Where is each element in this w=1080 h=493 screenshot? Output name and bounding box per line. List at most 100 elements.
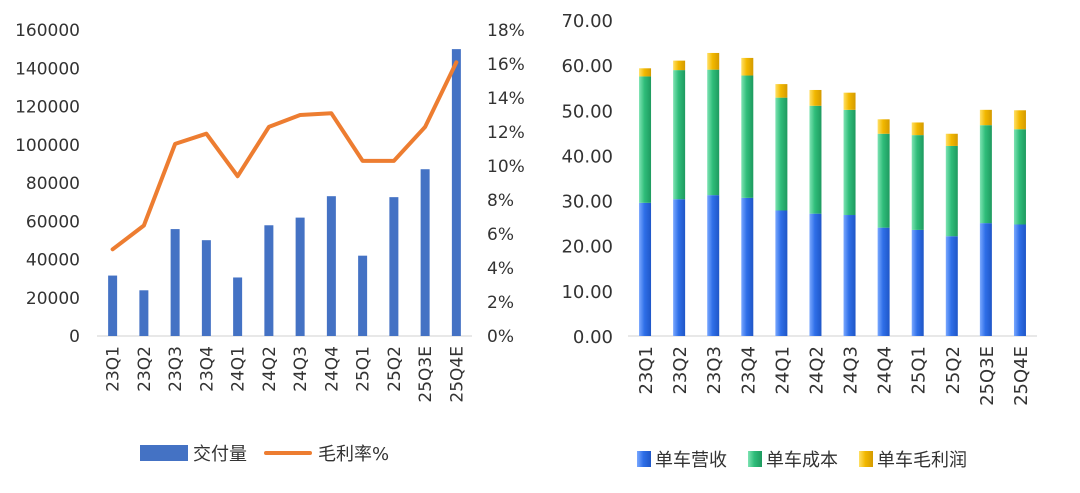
- x-category-label: 23Q1: [104, 346, 124, 392]
- x-category-label: 23Q2: [135, 346, 155, 392]
- bar-segment-单车成本-23Q1: [639, 202, 652, 336]
- y-right-tick-label: 6%: [487, 225, 514, 245]
- y-tick-label: 20.00: [561, 237, 613, 258]
- bar-segment-单车成本-24Q4: [877, 227, 890, 336]
- y-tick-label: 50.00: [561, 101, 613, 122]
- bar-segment-单车营收-23Q1: [639, 68, 652, 77]
- y-tick-label: 0.00: [573, 327, 613, 348]
- y-left-tick-label: 100000: [15, 136, 80, 156]
- x-category-label: 25Q4E: [447, 346, 467, 403]
- bar-segment-单车毛利润-25Q2: [945, 145, 958, 237]
- bar-delivery-25Q1: [358, 255, 368, 336]
- x-category-label: 24Q4: [322, 346, 342, 392]
- x-category-label: 23Q3: [704, 346, 725, 395]
- bar-delivery-23Q3: [170, 229, 180, 336]
- y-right-tick-label: 12%: [487, 123, 525, 143]
- legend-swatch: [637, 451, 651, 467]
- bar-segment-单车成本-24Q1: [775, 210, 788, 336]
- y-left-tick-label: 140000: [15, 59, 80, 79]
- x-category-label: 25Q1: [909, 346, 930, 395]
- x-category-label: 24Q1: [229, 346, 249, 392]
- bar-segment-单车毛利润-25Q3E: [979, 125, 992, 224]
- y-left-tick-label: 0: [69, 327, 80, 347]
- legend-swatch: [859, 451, 873, 467]
- bar-segment-单车营收-23Q3: [707, 52, 720, 70]
- line-gross-margin: [110, 60, 459, 252]
- bar-segment-单车成本-23Q3: [707, 195, 720, 336]
- bar-segment-单车毛利润-23Q3: [707, 69, 720, 196]
- bar-segment-单车成本-25Q3E: [979, 223, 992, 336]
- y-right-tick-label: 10%: [487, 157, 525, 177]
- y-right-tick-label: 4%: [487, 259, 514, 279]
- bar-segment-单车营收-24Q4: [877, 119, 890, 134]
- bar-segment-单车毛利润-24Q3: [843, 109, 856, 216]
- bar-delivery-25Q2: [389, 197, 399, 336]
- x-category-label: 25Q2: [943, 346, 964, 395]
- y-left-tick-label: 60000: [26, 212, 80, 232]
- y-tick-label: 10.00: [561, 282, 613, 303]
- delivery-margin-chart: 0 20000 40000 60000 80000 100000 120000 140000 1…: [15, 21, 525, 465]
- y-left-tick-label: 20000: [26, 289, 80, 309]
- x-category-label: 23Q2: [670, 346, 691, 395]
- bar-segment-单车毛利润-25Q1: [911, 135, 924, 230]
- bar-segment-单车毛利润-24Q4: [877, 133, 890, 228]
- y-tick-label: 70.00: [561, 11, 613, 32]
- x-category-label: 25Q3E: [416, 346, 436, 403]
- bar-segment-单车营收-24Q2: [809, 89, 822, 106]
- x-category-label: 25Q4E: [1011, 346, 1032, 406]
- bar-segment-单车营收-25Q2: [945, 133, 958, 146]
- bar-segment-单车营收-24Q3: [843, 92, 856, 110]
- bar-segment-单车营收-23Q2: [673, 60, 686, 71]
- legend-label-delivery: 交付量: [193, 444, 247, 465]
- x-category-label: 25Q2: [385, 346, 405, 392]
- bar-delivery-24Q4: [326, 196, 336, 336]
- y-right-tick-label: 2%: [487, 293, 514, 313]
- x-category-label: 23Q1: [636, 346, 657, 395]
- x-category-label: 23Q4: [738, 346, 759, 395]
- bar-segment-单车成本-25Q4E: [1013, 224, 1026, 336]
- legend-swatch: [748, 451, 762, 467]
- x-category-label: 25Q3E: [977, 346, 998, 406]
- y-left-tick-label: 120000: [15, 98, 80, 118]
- x-category-label: 23Q4: [197, 346, 217, 392]
- bar-segment-单车成本-24Q3: [843, 215, 856, 336]
- legend-label: 单车毛利润: [877, 450, 967, 471]
- bar-delivery-25Q3E: [420, 169, 430, 336]
- legend-label-margin: 毛利率%: [318, 444, 389, 465]
- x-category-label: 24Q3: [841, 346, 862, 395]
- bar-segment-单车毛利润-24Q1: [775, 97, 788, 211]
- bar-segment-单车成本-25Q2: [945, 236, 958, 336]
- bar-segment-单车营收-23Q4: [741, 57, 754, 76]
- bar-segment-单车成本-25Q1: [911, 229, 924, 336]
- y-right-tick-label: 8%: [487, 191, 514, 211]
- x-category-label: 25Q1: [354, 346, 374, 392]
- bar-delivery-23Q1: [108, 275, 118, 336]
- x-category-label: 24Q3: [291, 346, 311, 392]
- legend-label: 单车成本: [766, 450, 838, 471]
- bar-delivery-24Q1: [233, 277, 243, 336]
- bar-segment-单车营收-25Q1: [911, 122, 924, 136]
- bar-segment-单车毛利润-23Q2: [673, 70, 686, 200]
- bar-segment-单车成本-23Q2: [673, 199, 686, 336]
- y-left-tick-label: 160000: [15, 21, 80, 41]
- bar-delivery-24Q3: [295, 217, 305, 336]
- y-tick-label: 30.00: [561, 192, 613, 213]
- bar-segment-单车成本-24Q2: [809, 213, 822, 336]
- bar-delivery-23Q2: [139, 290, 149, 336]
- x-category-label: 24Q2: [806, 346, 827, 395]
- bar-delivery-25Q4E: [451, 49, 461, 336]
- per-vehicle-economics-chart: 0.00 10.00 20.00 30.00 40.00 50.00 60.00 70.00 2…: [561, 11, 1037, 471]
- bar-segment-单车营收-24Q1: [775, 84, 788, 98]
- legend-label: 单车营收: [655, 450, 727, 471]
- y-left-tick-label: 40000: [26, 251, 80, 271]
- y-right-tick-label: 0%: [487, 327, 514, 347]
- bar-segment-单车成本-23Q4: [741, 197, 754, 336]
- x-category-label: 24Q2: [260, 346, 280, 392]
- y-tick-label: 40.00: [561, 146, 613, 167]
- x-category-label: 24Q1: [772, 346, 793, 395]
- bar-delivery-23Q4: [201, 240, 211, 336]
- y-right-tick-label: 14%: [487, 89, 525, 109]
- y-tick-label: 60.00: [561, 56, 613, 77]
- x-category-label: 23Q3: [166, 346, 186, 392]
